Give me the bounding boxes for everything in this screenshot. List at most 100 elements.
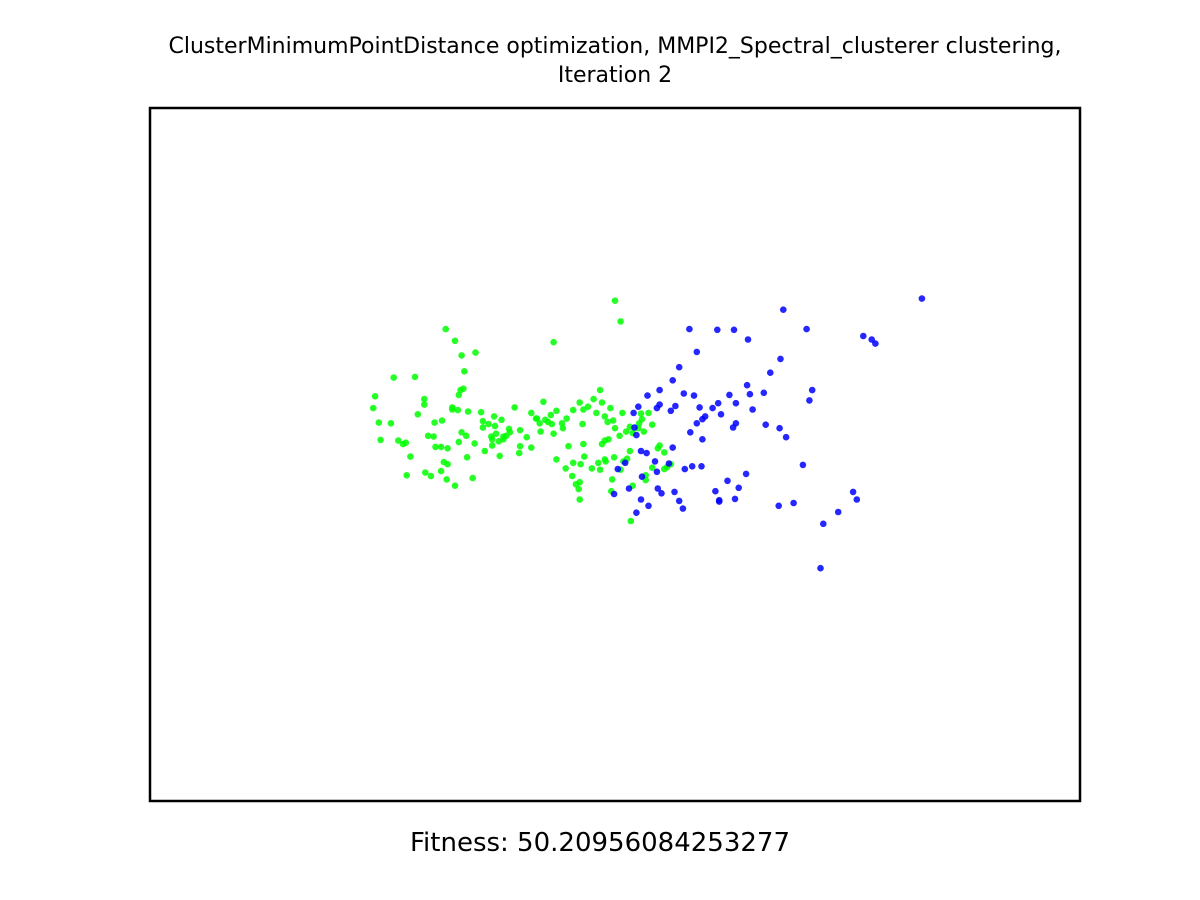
scatter-point-s1-76 <box>687 429 694 436</box>
scatter-point-s0-58 <box>595 459 602 467</box>
scatter-point-s0-134 <box>461 368 468 375</box>
scatter-point-s1-75 <box>681 465 689 473</box>
scatter-point-s0-143 <box>403 472 411 479</box>
scatter-point-s0-0 <box>611 297 619 305</box>
scatter-point-s0-48 <box>645 409 652 417</box>
scatter-point-s1-14 <box>746 390 754 398</box>
scatter-point-s0-100 <box>500 433 507 440</box>
scatter-point-s1-79 <box>698 463 705 470</box>
scatter-point-s1-3 <box>860 332 867 340</box>
scatter-point-s1-9 <box>868 336 875 343</box>
scatter-point-s0-89 <box>565 442 572 450</box>
scatter-point-s0-85 <box>562 465 569 472</box>
scatter-point-s0-110 <box>463 454 471 461</box>
scatter-point-s0-117 <box>437 467 445 475</box>
scatter-point-s0-108 <box>477 408 485 416</box>
scatter-point-s0-4 <box>464 408 472 415</box>
scatter-point-s1-35 <box>696 404 703 411</box>
scatter-point-s1-33 <box>656 401 663 408</box>
scatter-point-s1-7 <box>744 336 752 343</box>
scatter-point-s0-25 <box>563 415 570 422</box>
scatter-point-s1-5 <box>730 326 738 334</box>
scatter-point-s1-71 <box>653 468 661 476</box>
scatter-point-s1-65 <box>625 485 633 492</box>
scatter-point-s0-132 <box>454 406 462 414</box>
scatter-point-s0-84 <box>568 472 576 480</box>
scatter-point-s0-57 <box>588 465 596 472</box>
scatter-point-s0-82 <box>576 496 583 503</box>
scatter-point-s0-96 <box>516 442 524 450</box>
scatter-point-s0-102 <box>490 413 498 420</box>
scatter-point-s1-50 <box>820 520 827 528</box>
scatter-point-s0-122 <box>432 443 439 451</box>
scatter-point-s0-8 <box>491 422 499 430</box>
scatter-point-s0-87 <box>580 440 587 448</box>
scatter-point-s1-19 <box>726 391 733 399</box>
scatter-point-s1-53 <box>853 496 861 503</box>
scatter-point-s1-84 <box>638 473 646 481</box>
scatter-point-s0-1 <box>617 318 624 325</box>
scatter-point-s0-112 <box>458 429 465 436</box>
scatter-point-s0-90 <box>559 424 567 432</box>
scatter-point-s1-16 <box>714 399 722 407</box>
scatter-point-s0-12 <box>511 404 518 411</box>
scatter-point-s1-72 <box>665 460 673 467</box>
scatter-point-s1-67 <box>633 431 640 439</box>
scatter-point-s0-125 <box>422 469 429 476</box>
scatter-point-s0-142 <box>407 453 414 460</box>
scatter-point-s0-3 <box>496 452 504 460</box>
scatter-point-s0-39 <box>611 424 619 432</box>
scatter-point-s1-28 <box>656 386 663 394</box>
plot-frame <box>148 106 1082 803</box>
scatter-point-s0-42 <box>622 428 630 435</box>
scatter-point-s0-56 <box>581 453 588 460</box>
scatter-point-s0-144 <box>424 432 432 440</box>
scatter-point-s0-113 <box>455 438 463 446</box>
scatter-point-s0-98 <box>505 425 513 433</box>
scatter-point-s0-107 <box>479 424 487 431</box>
scatter-point-s0-59 <box>596 466 604 474</box>
scatter-point-s0-15 <box>523 433 530 441</box>
scatter-point-s0-151 <box>377 436 384 444</box>
scatter-point-s0-80 <box>627 517 635 525</box>
fitness-label: Fitness: 50.20956084253277 <box>409 828 790 858</box>
scatter-point-s0-51 <box>661 449 668 456</box>
scatter-point-s1-45 <box>735 484 742 492</box>
scatter-point-s1-10 <box>693 348 701 356</box>
scatter-point-s0-92 <box>540 398 547 406</box>
scatter-point-s1-11 <box>760 389 768 397</box>
scatter-point-s0-105 <box>488 433 495 440</box>
scatter-point-s1-64 <box>621 459 629 467</box>
scatter-point-s0-46 <box>638 415 646 423</box>
scatter-point-s0-7 <box>485 420 492 428</box>
scatter-point-s0-93 <box>536 420 543 427</box>
scatter-point-s0-130 <box>402 439 410 447</box>
scatter-point-s0-119 <box>444 445 451 452</box>
scatter-point-s1-78 <box>669 444 676 451</box>
scatter-point-s0-81 <box>601 456 609 463</box>
scatter-point-s0-36 <box>607 404 614 412</box>
scatter-point-s1-41 <box>776 424 783 432</box>
scatter-point-s0-140 <box>421 401 428 408</box>
scatter-point-s0-41 <box>619 409 626 417</box>
scatter-point-s0-60 <box>598 440 606 448</box>
scatter-point-s1-4 <box>686 325 693 333</box>
scatter-point-s0-128 <box>387 420 395 427</box>
scatter-point-s1-59 <box>645 502 652 510</box>
scatter-point-s1-68 <box>637 447 645 455</box>
scatter-point-s0-149 <box>371 393 379 400</box>
scatter-point-s0-152 <box>442 325 450 333</box>
scatter-point-s0-91 <box>544 418 552 426</box>
scatter-point-s0-106 <box>481 447 489 455</box>
scatter-point-s0-116 <box>443 476 451 483</box>
scatter-point-s1-2 <box>803 325 810 333</box>
chart-title: ClusterMinimumPointDistance optimization… <box>0 32 1200 90</box>
scatter-point-s1-24 <box>690 392 698 399</box>
scatter-point-s1-49 <box>817 564 824 572</box>
scatter-point-s1-43 <box>699 436 706 443</box>
scatter-point-s0-33 <box>598 399 606 406</box>
scatter-point-s0-14 <box>515 449 523 457</box>
scatter-point-s0-55 <box>579 420 586 428</box>
scatter-point-s1-27 <box>669 377 676 384</box>
